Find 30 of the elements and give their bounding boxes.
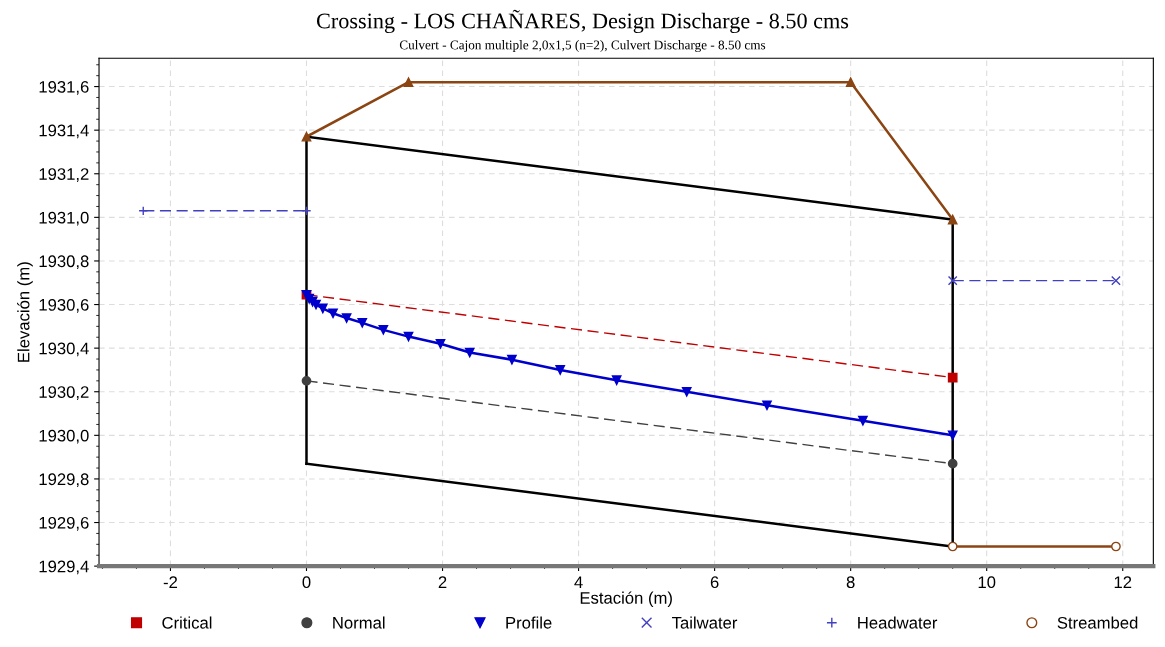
legend-label: Profile	[506, 616, 552, 629]
y-tick-label: 1930,0	[39, 429, 89, 444]
x-tick-label: -2	[163, 576, 178, 588]
chart-title: Crossing - LOS CHAÑARES, Design Discharge - 8.50 cms	[316, 9, 849, 34]
legend-label: Normal	[333, 616, 385, 629]
x-tick-label: 6	[710, 576, 719, 589]
x-tick-label: 10	[978, 576, 996, 589]
legend-label: Critical	[162, 616, 212, 629]
y-tick-label: 1929,4	[39, 560, 89, 575]
legend-label: Headwater	[858, 616, 938, 629]
y-tick-label: 1930,2	[39, 386, 89, 400]
y-tick-label: 1930,4	[39, 342, 89, 357]
legend-label: Tailwater	[672, 616, 738, 629]
y-tick-label: 1931,0	[39, 211, 89, 226]
x-tick-label: 8	[846, 576, 855, 589]
y-tick-label: 1931,2	[39, 168, 89, 182]
y-tick-label: 1931,4	[39, 124, 89, 139]
legend-label: Streambed	[1057, 616, 1138, 629]
y-tick-label: 1931,6	[39, 80, 89, 95]
y-tick-label: 1930,8	[39, 255, 89, 270]
chart-subtitle: Culvert - Cajon multiple 2,0x1,5 (n=2), Culvert Discharge - 8.50 cms	[399, 40, 766, 53]
y-tick-label: 1929,6	[39, 516, 89, 531]
x-tick-label: 0	[302, 576, 311, 589]
x-tick-label: 2	[438, 576, 447, 588]
y-axis-title: Elevación (m)	[17, 262, 33, 362]
y-tick-label: 1929,8	[39, 473, 89, 488]
x-tick-label: 4	[574, 576, 583, 588]
x-tick-label: 12	[1114, 576, 1132, 588]
y-tick-label: 1930,6	[39, 298, 89, 313]
x-axis-title: Estación (m)	[580, 591, 672, 608]
